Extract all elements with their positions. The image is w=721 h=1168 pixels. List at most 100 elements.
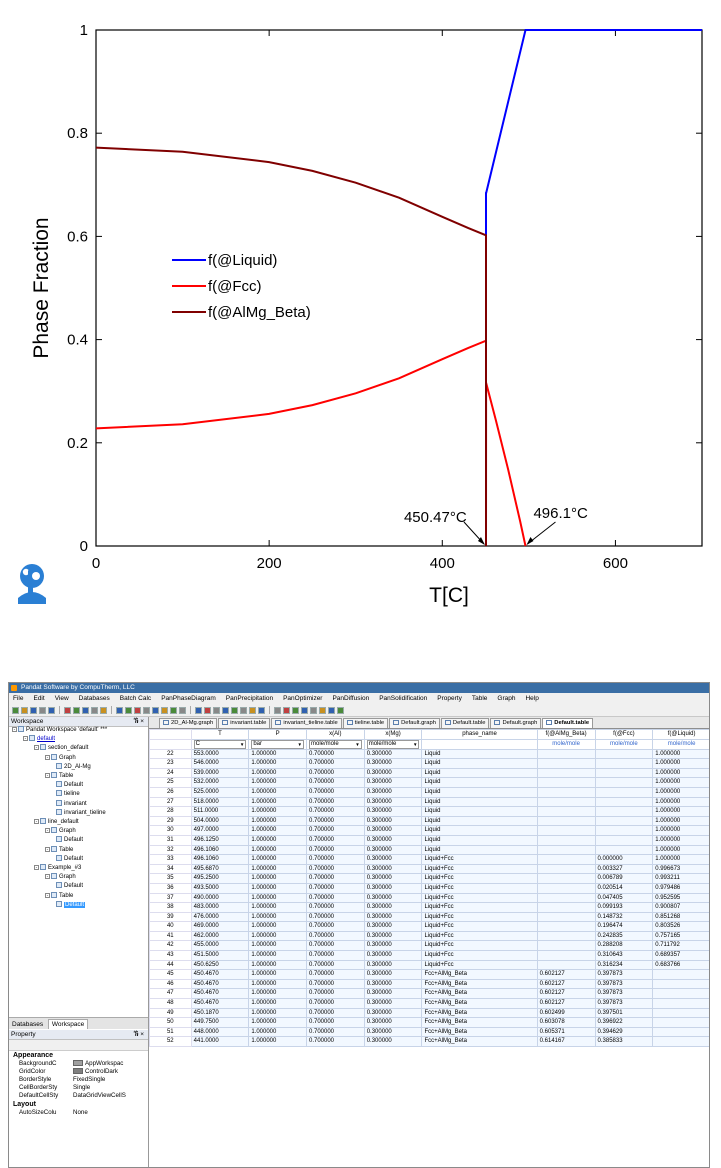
table-row[interactable]: 51 448.0000 1.000000 0.700000 0.300000 Fcc+Al… — [149, 1026, 709, 1038]
table-cell[interactable]: 1.000000 — [248, 1026, 307, 1038]
tree-node[interactable]: invariant — [56, 799, 87, 809]
tree-expander-icon[interactable]: - — [34, 745, 39, 752]
table-cell[interactable]: 0.803526 — [652, 921, 709, 932]
table-cell[interactable]: Liquid — [421, 844, 538, 856]
column-header[interactable]: f(@Liquid) — [652, 729, 709, 740]
table-cell[interactable]: 0.300000 — [363, 892, 423, 904]
table-cell[interactable]: Liquid — [421, 796, 538, 808]
table-cell[interactable]: 0.300000 — [363, 959, 423, 971]
unit-dropdown[interactable]: mole/mole — [308, 740, 362, 749]
toolbar-button-icon[interactable] — [125, 706, 132, 714]
table-row[interactable]: 47 450.4670 1.000000 0.700000 0.300000 Fcc+Al… — [149, 988, 709, 1000]
menu-item[interactable]: View — [54, 695, 69, 702]
table-cell[interactable]: 0.700000 — [305, 758, 365, 769]
table-cell[interactable]: 504.0000 — [190, 815, 250, 827]
table-cell[interactable]: 1.000000 — [248, 1017, 307, 1028]
table-cell[interactable]: 1.000000 — [248, 892, 307, 904]
table-cell[interactable]: 0.700000 — [305, 950, 365, 961]
table-cell[interactable]: Liquid — [421, 806, 538, 817]
document-tab[interactable]: Default.graph — [389, 718, 440, 728]
column-header[interactable]: x(Al) — [305, 729, 365, 740]
toolbar-button-icon[interactable] — [328, 706, 335, 714]
table-cell[interactable]: 1.000000 — [652, 806, 709, 817]
tree-node[interactable]: tieline — [56, 790, 80, 799]
table-cell[interactable]: 441.0000 — [190, 1036, 250, 1047]
table-cell[interactable]: 1.000000 — [248, 940, 307, 952]
table-cell[interactable]: Fcc+AlMg_Beta — [421, 978, 538, 990]
table-cell[interactable]: 0.006789 — [594, 873, 654, 884]
table-cell[interactable] — [536, 748, 596, 760]
table-cell[interactable]: 0.300000 — [363, 806, 423, 817]
toolbar-button-icon[interactable] — [116, 706, 123, 714]
table-cell[interactable]: 449.7500 — [190, 1017, 250, 1028]
table-cell[interactable]: 511.0000 — [190, 806, 250, 817]
table-cell[interactable]: Liquid — [421, 767, 538, 779]
unit-cell[interactable]: mole/mole — [363, 738, 423, 750]
table-cell[interactable]: 0.952595 — [652, 892, 709, 904]
table-cell[interactable]: 0.602127 — [536, 988, 596, 1000]
table-cell[interactable]: 0.700000 — [305, 969, 365, 980]
table-cell[interactable]: 0.300000 — [363, 825, 423, 836]
menu-item[interactable]: PanSolidification — [379, 695, 428, 702]
tree-node[interactable]: Default — [56, 781, 83, 790]
menu-item[interactable]: PanPrecipitation — [225, 695, 274, 702]
table-cell[interactable]: 0.700000 — [305, 940, 365, 952]
table-cell[interactable]: 1.000000 — [652, 796, 709, 808]
property-pin-close-icon[interactable]: ⷐ × — [133, 1031, 144, 1038]
table-cell[interactable]: 0.099193 — [594, 902, 654, 913]
unit-dropdown[interactable]: bar — [251, 740, 304, 749]
table-cell[interactable] — [536, 882, 596, 894]
document-tab[interactable]: Default.table — [542, 718, 594, 728]
table-cell[interactable]: 1.000000 — [248, 863, 307, 875]
table-cell[interactable]: 0.397873 — [594, 969, 654, 980]
table-cell[interactable]: Fcc+AlMg_Beta — [421, 998, 538, 1009]
table-cell[interactable]: 1.000000 — [248, 854, 307, 865]
menu-item[interactable]: Edit — [33, 695, 45, 702]
table-cell[interactable]: 0.300000 — [363, 969, 423, 980]
table-cell[interactable]: 0.700000 — [305, 777, 365, 788]
table-cell[interactable]: 0.242835 — [594, 930, 654, 942]
toolbar-button-icon[interactable] — [258, 706, 265, 714]
table-cell[interactable]: 0.300000 — [363, 950, 423, 961]
toolbar-button-icon[interactable] — [337, 706, 344, 714]
table-cell[interactable]: 1.000000 — [248, 921, 307, 932]
table-cell[interactable]: 0.979486 — [652, 882, 709, 894]
menu-item[interactable]: File — [13, 695, 24, 702]
table-row[interactable]: 48 450.4670 1.000000 0.700000 0.300000 Fcc+Al… — [149, 998, 709, 1009]
table-row[interactable]: 22 553.0000 1.000000 0.700000 0.300000 Liquid… — [149, 748, 709, 760]
table-row[interactable]: 28 511.0000 1.000000 0.700000 0.300000 Liquid… — [149, 806, 709, 817]
table-cell[interactable] — [536, 911, 596, 923]
table-cell[interactable]: 0.300000 — [363, 863, 423, 875]
table-cell[interactable] — [536, 786, 596, 798]
tree-node[interactable]: - section_default — [34, 744, 88, 753]
table-cell[interactable]: Liquid — [421, 815, 538, 827]
table-cell[interactable]: 496.1250 — [190, 834, 250, 846]
toolbar-button-icon[interactable] — [73, 706, 80, 714]
table-cell[interactable]: Liquid+Fcc — [421, 911, 538, 923]
menu-item[interactable]: Table — [471, 695, 488, 702]
menu-item[interactable]: Help — [525, 695, 539, 702]
document-tab[interactable]: invariant.table — [218, 718, 271, 728]
table-cell[interactable]: 1.000000 — [248, 1007, 307, 1019]
tree-expander-icon[interactable]: - — [12, 727, 17, 733]
tree-node[interactable]: - Graph — [45, 753, 76, 763]
document-tab[interactable]: invariant_tieline.table — [271, 718, 342, 728]
table-cell[interactable] — [536, 854, 596, 865]
property-group[interactable]: Layout — [13, 1101, 36, 1108]
table-cell[interactable]: 546.0000 — [190, 758, 250, 769]
table-row[interactable]: 44 450.6250 1.000000 0.700000 0.300000 Liquid… — [149, 959, 709, 971]
document-tab[interactable]: tieline.table — [342, 718, 389, 728]
table-cell[interactable]: Liquid+Fcc — [421, 902, 538, 913]
tree-expander-icon[interactable]: - — [45, 892, 50, 899]
toolbar-button-icon[interactable] — [222, 706, 229, 714]
toolbar-button-icon[interactable] — [249, 706, 256, 714]
table-cell[interactable]: Fcc+AlMg_Beta — [421, 1026, 538, 1038]
table-cell[interactable] — [594, 825, 654, 836]
table-cell[interactable]: 0.700000 — [305, 834, 365, 846]
tree-node[interactable]: - line_default — [34, 818, 79, 827]
table-cell[interactable]: 0.300000 — [363, 902, 423, 913]
unit-cell[interactable]: bar — [248, 738, 307, 750]
document-tab[interactable]: Default.graph — [490, 718, 542, 728]
table-cell[interactable]: 0.700000 — [305, 863, 365, 875]
table-cell[interactable]: 1.000000 — [248, 1036, 307, 1047]
